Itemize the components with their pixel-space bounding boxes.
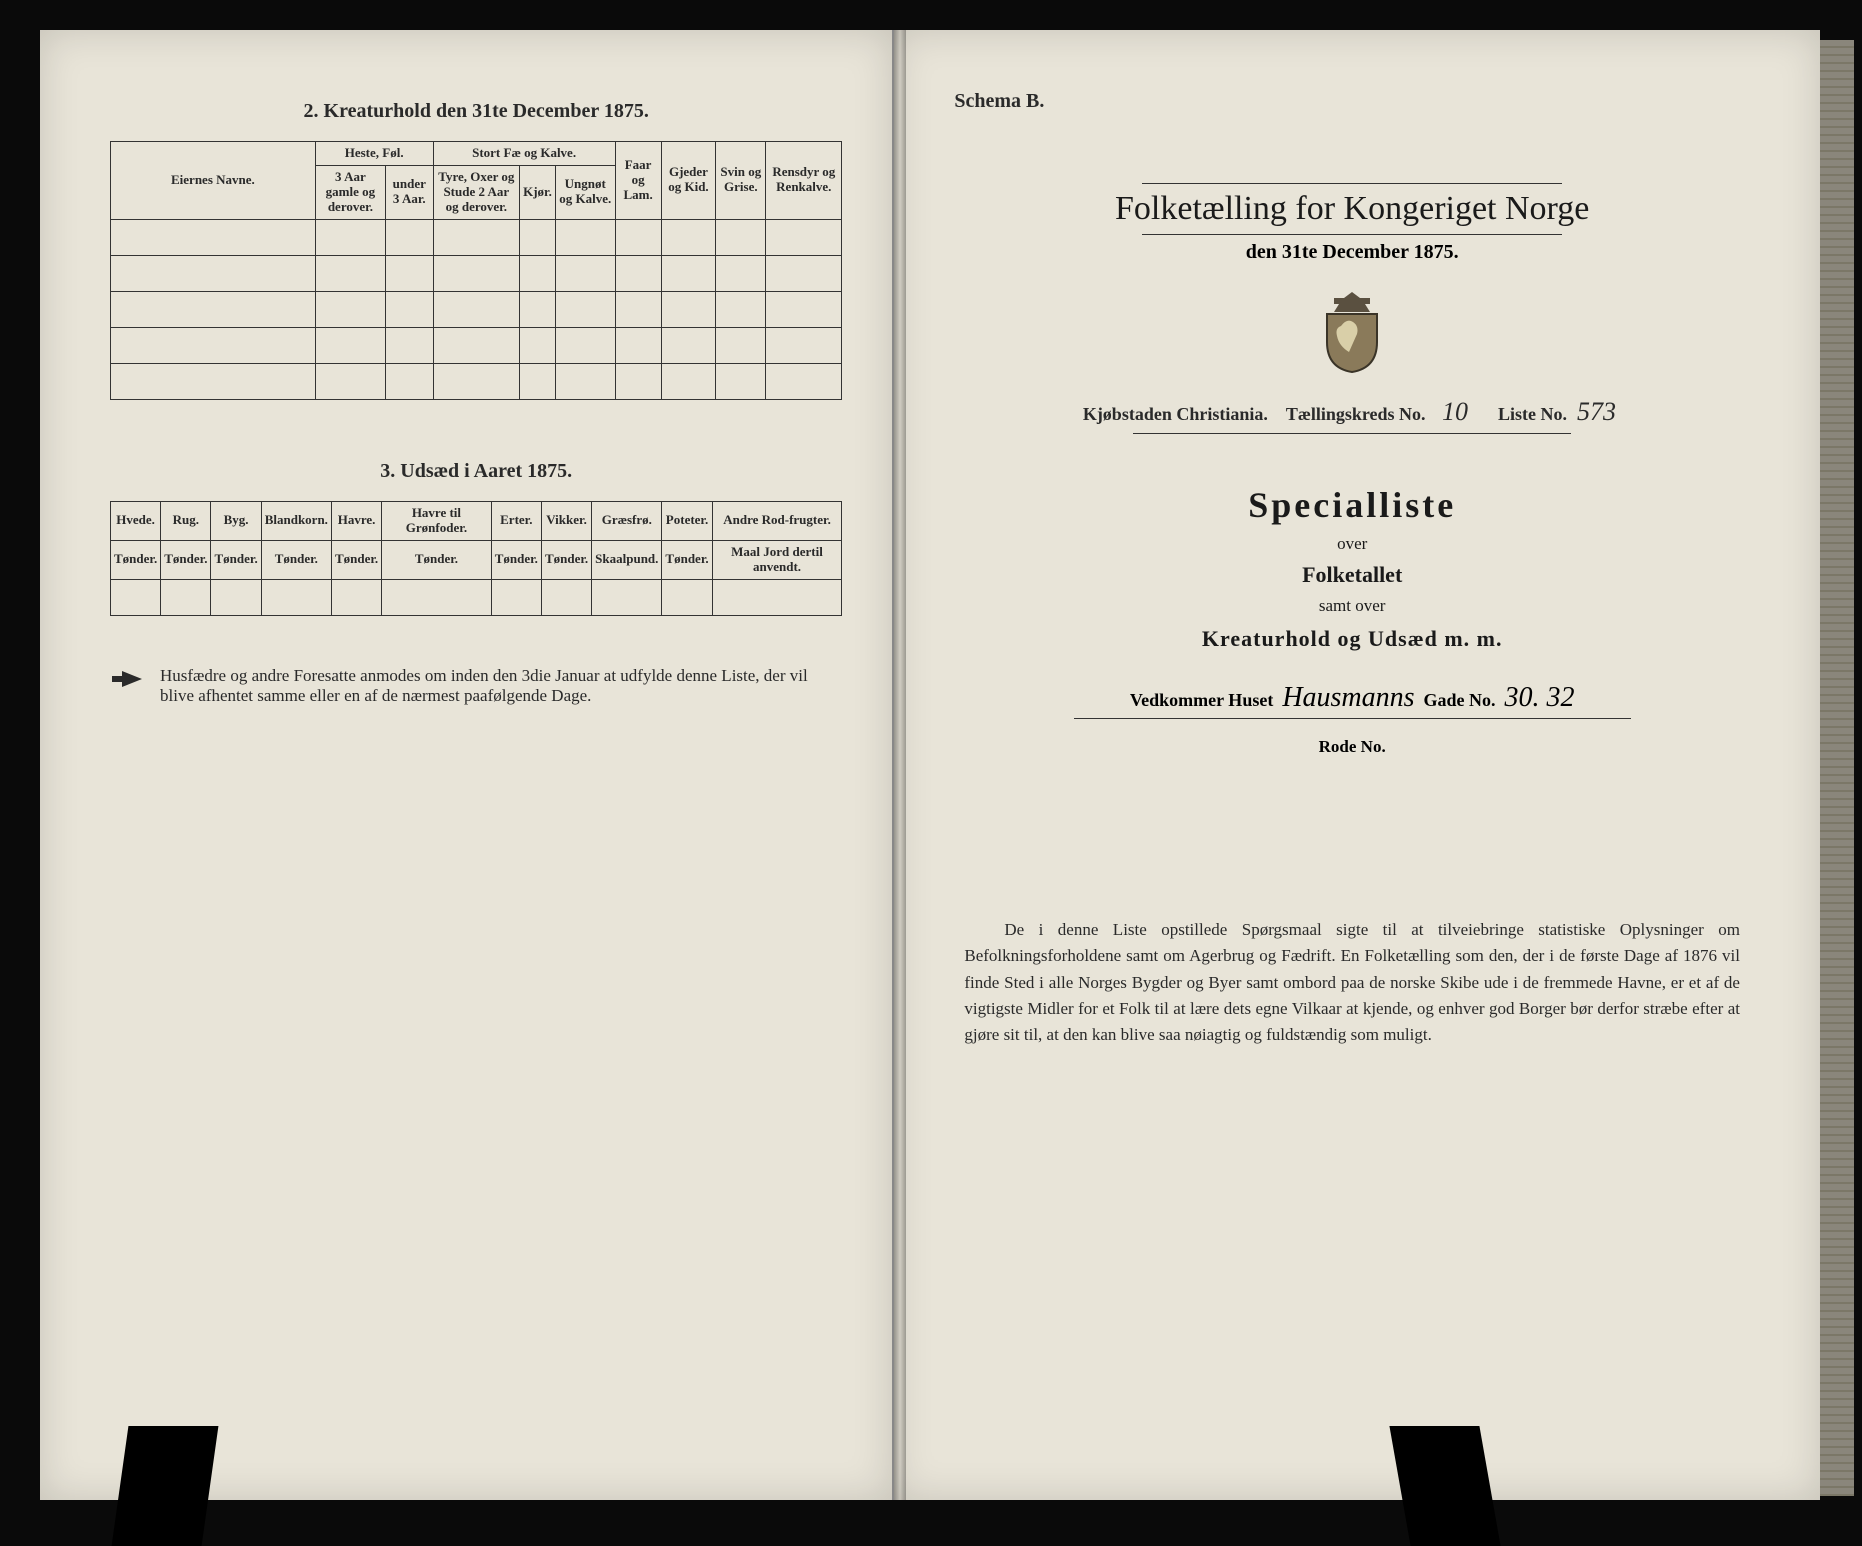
footnote: Husfædre og andre Foresatte anmodes om i…: [110, 666, 842, 706]
section-2-title: 2. Kreaturhold den 31te December 1875.: [110, 100, 842, 123]
table-row: [111, 363, 842, 399]
seed-unit: Tønder.: [382, 540, 492, 579]
house-line: Vedkommer Huset Hausmanns Gade No. 30. 3…: [954, 682, 1750, 714]
book-spine: [894, 30, 906, 1500]
kreatur-text: Kreaturhold og Udsæd m. m.: [1202, 626, 1503, 651]
seed-unit: Tønder.: [331, 540, 381, 579]
divider: [1133, 433, 1571, 434]
livestock-table: Eiernes Navne. Heste, Føl. Stort Fæ og K…: [110, 141, 842, 400]
seed-unit: Tønder.: [491, 540, 541, 579]
section-3-title: 3. Udsæd i Aaret 1875.: [110, 460, 842, 483]
seed-col: Blandkorn.: [261, 501, 331, 540]
seed-col: Vikker.: [541, 501, 591, 540]
col-rens: Rensdyr og Renkalve.: [766, 142, 842, 220]
liste-label: Liste No.: [1498, 404, 1567, 424]
census-title: Folketælling for Kongeriget Norge: [954, 190, 1750, 228]
book-spread: 2. Kreaturhold den 31te December 1875. E…: [40, 30, 1820, 1500]
coat-of-arms-icon: [954, 290, 1750, 379]
seed-col: Andre Rod-frugter.: [712, 501, 842, 540]
seed-unit: Tønder.: [541, 540, 591, 579]
table-row: [111, 291, 842, 327]
rode-label: Rode No.: [1319, 737, 1386, 756]
district-line: Kjøbstaden Christiania. Tællingskreds No…: [954, 397, 1750, 427]
kreatur-line: Kreaturhold og Udsæd m. m.: [954, 626, 1750, 652]
over-label: over: [954, 534, 1750, 554]
col-owners: Eiernes Navne.: [111, 142, 316, 220]
city-label: Kjøbstaden Christiania.: [1083, 404, 1268, 424]
col-faar: Faar og Lam.: [615, 142, 661, 220]
table-row: [111, 255, 842, 291]
seed-unit: Tønder.: [111, 540, 161, 579]
col-stort: Stort Fæ og Kalve.: [433, 142, 615, 166]
col-heste-b: under 3 Aar.: [386, 165, 434, 219]
instruction-paragraph: De i denne Liste opstillede Spørgsmaal s…: [954, 917, 1750, 1049]
seed-col: Erter.: [491, 501, 541, 540]
livestock-rows: [111, 219, 842, 399]
seed-unit: Maal Jord dertil anvendt.: [712, 540, 842, 579]
col-heste: Heste, Føl.: [315, 142, 433, 166]
col-stort-c: Ungnøt og Kalve.: [555, 165, 615, 219]
table-row: [111, 579, 842, 615]
seed-col: Rug.: [161, 501, 211, 540]
seed-col: Græsfrø.: [592, 501, 662, 540]
seed-header-row: Hvede. Rug. Byg. Blandkorn. Havre. Havre…: [111, 501, 842, 540]
left-page: 2. Kreaturhold den 31te December 1875. E…: [40, 30, 894, 1500]
pointing-hand-icon: [110, 666, 146, 692]
census-subtitle: den 31te December 1875.: [954, 241, 1750, 264]
divider: [1074, 718, 1631, 719]
seed-unit: Tønder.: [161, 540, 211, 579]
instruction-text: De i denne Liste opstillede Spørgsmaal s…: [964, 920, 1740, 1044]
col-svin: Svin og Grise.: [716, 142, 766, 220]
seed-col: Havre.: [331, 501, 381, 540]
kreds-label: Tællingskreds No.: [1286, 404, 1426, 424]
samt-label: samt over: [954, 596, 1750, 616]
binder-clip-icon: [112, 1426, 219, 1546]
huset-label: Vedkommer Huset: [1130, 690, 1274, 710]
table-row: [111, 327, 842, 363]
gade-value: 30. 32: [1505, 682, 1575, 713]
kreds-value: 10: [1430, 397, 1480, 427]
seed-unit: Skaalpund.: [592, 540, 662, 579]
seed-unit: Tønder.: [211, 540, 261, 579]
street-value: Hausmanns: [1282, 682, 1414, 713]
seed-col: Poteter.: [662, 501, 712, 540]
col-stort-b: Kjør.: [520, 165, 556, 219]
seed-table: Hvede. Rug. Byg. Blandkorn. Havre. Havre…: [110, 501, 842, 616]
seed-unit: Tønder.: [261, 540, 331, 579]
main-title-block: Folketælling for Kongeriget Norge den 31…: [954, 183, 1750, 264]
seed-unit-row: Tønder. Tønder. Tønder. Tønder. Tønder. …: [111, 540, 842, 579]
rode-line: Rode No.: [954, 737, 1750, 757]
specialliste-block: Specialliste over Folketallet samt over …: [954, 484, 1750, 652]
col-stort-a: Tyre, Oxer og Stude 2 Aar og derover.: [433, 165, 520, 219]
schema-label: Schema B.: [954, 90, 1750, 113]
seed-col: Havre til Grønfoder.: [382, 501, 492, 540]
gade-label: Gade No.: [1424, 690, 1496, 710]
table-row: [111, 219, 842, 255]
footnote-text: Husfædre og andre Foresatte anmodes om i…: [160, 666, 842, 706]
right-page: Schema B. Folketælling for Kongeriget No…: [894, 30, 1820, 1500]
seed-unit: Tønder.: [662, 540, 712, 579]
page-stack-edge: [1820, 40, 1854, 1496]
col-gjeder: Gjeder og Kid.: [661, 142, 716, 220]
liste-value: 573: [1572, 397, 1622, 427]
seed-col: Hvede.: [111, 501, 161, 540]
col-heste-a: 3 Aar gamle og derover.: [315, 165, 385, 219]
seed-col: Byg.: [211, 501, 261, 540]
folketallet-label: Folketallet: [954, 562, 1750, 588]
specialliste-title: Specialliste: [954, 484, 1750, 526]
